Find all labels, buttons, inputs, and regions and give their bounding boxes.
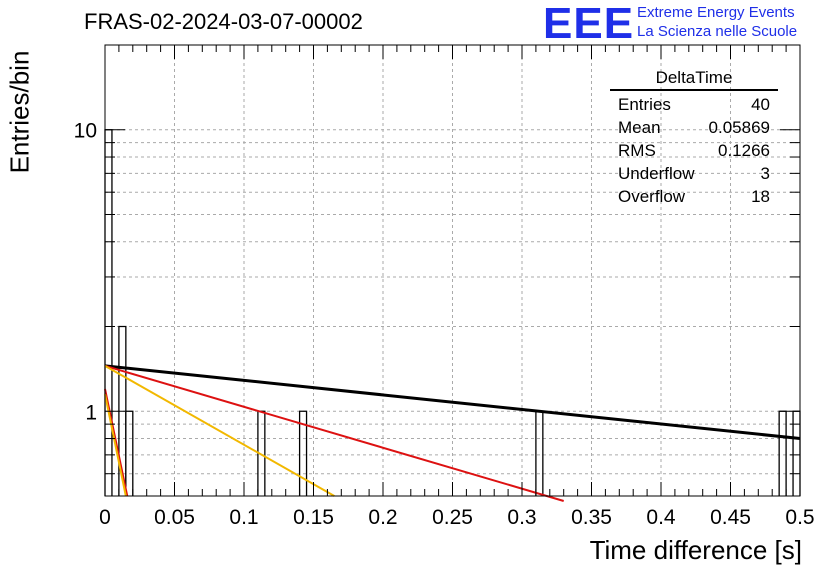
eee-logo: EEE — [543, 0, 635, 48]
fit-curve — [104, 364, 801, 441]
x-tick-label: 0.05 — [154, 506, 195, 529]
stats-row-mean: Mean 0.05869 — [610, 116, 778, 139]
y-axis-label: Entries/bin — [4, 50, 35, 174]
x-tick-label: 0.1 — [229, 506, 258, 529]
logo-tagline-1: Extreme Energy Events — [637, 4, 795, 21]
y-tick-label: 10 — [74, 120, 97, 143]
x-tick-label: 0.2 — [368, 506, 397, 529]
x-tick-label: 0.45 — [710, 506, 751, 529]
chart-title: FRAS-02-2024-03-07-00002 — [84, 9, 363, 34]
histogram-bar — [298, 410, 308, 496]
stats-label: RMS — [618, 141, 656, 160]
x-axis-label: Time difference [s] — [589, 535, 802, 565]
stats-label: Underflow — [618, 164, 695, 183]
x-tick-label: 0.3 — [507, 506, 536, 529]
stats-box: DeltaTime Entries 40 Mean 0.05869 RMS 0.… — [610, 68, 778, 208]
fit-curves — [104, 364, 801, 502]
x-tick-label: 0.5 — [785, 506, 814, 529]
x-tick-label: 0.4 — [646, 506, 676, 529]
stats-value: 40 — [751, 95, 770, 114]
stats-value: 0.05869 — [708, 118, 770, 137]
y-tick-label: 1 — [85, 401, 97, 424]
axis-ticks — [104, 44, 801, 497]
stats-row-overflow: Overflow 18 — [610, 185, 778, 208]
fit-curve — [104, 393, 127, 497]
x-tick-label: 0.15 — [293, 506, 334, 529]
tick-labels: 0 0.05 0.1 0.15 0.2 0.25 0.3 0.35 0.4 0.45 0.5 1 10 — [74, 120, 815, 529]
stats-label: Mean — [618, 118, 661, 137]
stats-row-underflow: Underflow 3 — [610, 162, 778, 185]
stats-value: 0.1266 — [718, 141, 770, 160]
fit-curve — [104, 364, 335, 497]
x-tick-label: 0.35 — [571, 506, 612, 529]
fit-curve — [104, 364, 564, 502]
histogram-bar — [104, 129, 113, 496]
stats-row-entries: Entries 40 — [610, 93, 778, 116]
stats-label: Entries — [618, 95, 671, 114]
fit-curve — [104, 388, 129, 497]
stats-value: 3 — [760, 164, 770, 183]
x-tick-label: 0.25 — [432, 506, 473, 529]
logo-tagline-2: La Scienza nelle Scuole — [637, 23, 798, 40]
stats-title: DeltaTime — [610, 68, 778, 91]
stats-row-rms: RMS 0.1266 — [610, 139, 778, 162]
stats-value: 18 — [751, 187, 770, 206]
histogram-bar — [125, 410, 134, 496]
x-tick-label: 0 — [99, 506, 111, 529]
stats-label: Overflow — [618, 187, 686, 206]
